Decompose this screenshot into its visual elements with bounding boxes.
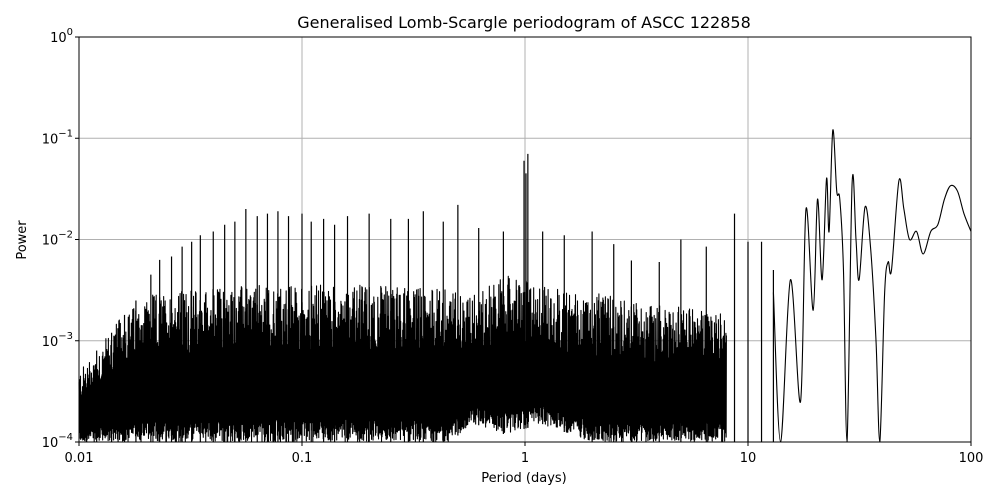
y-tick-exponent: −2 [58,230,73,241]
series-long-period-curve [772,129,972,443]
y-tick-base: 10 [42,436,59,451]
y-tick-exponent: −1 [58,128,73,139]
x-axis-label: Period (days) [481,471,567,486]
y-tick-label: 10−2 [42,230,73,249]
y-tick-label: 10−3 [42,331,73,350]
power-series [78,129,972,443]
y-tick-base: 10 [42,335,59,350]
x-tick-label: 0.1 [292,451,313,466]
y-tick-exponent: −3 [58,331,73,342]
y-axis-label: Power [15,220,30,260]
series-noise-band [78,275,727,443]
y-tick-label: 10−1 [42,128,73,147]
y-tick-label: 100 [50,27,73,46]
y-tick-label: 10−4 [42,432,73,451]
x-tick-label: 0.01 [65,451,94,466]
x-axis-ticks: 0.01 0.1 1 10 100 [65,442,984,466]
chart-title: Generalised Lomb-Scargle periodogram of … [297,13,751,32]
x-tick-label: 1 [521,451,529,466]
x-tick-label: 10 [740,451,757,466]
y-tick-base: 10 [42,234,59,249]
y-tick-base: 10 [42,132,59,147]
y-tick-exponent: 0 [67,27,73,38]
x-tick-label: 100 [959,451,984,466]
y-tick-base: 10 [50,31,67,46]
y-tick-exponent: −4 [58,432,73,443]
